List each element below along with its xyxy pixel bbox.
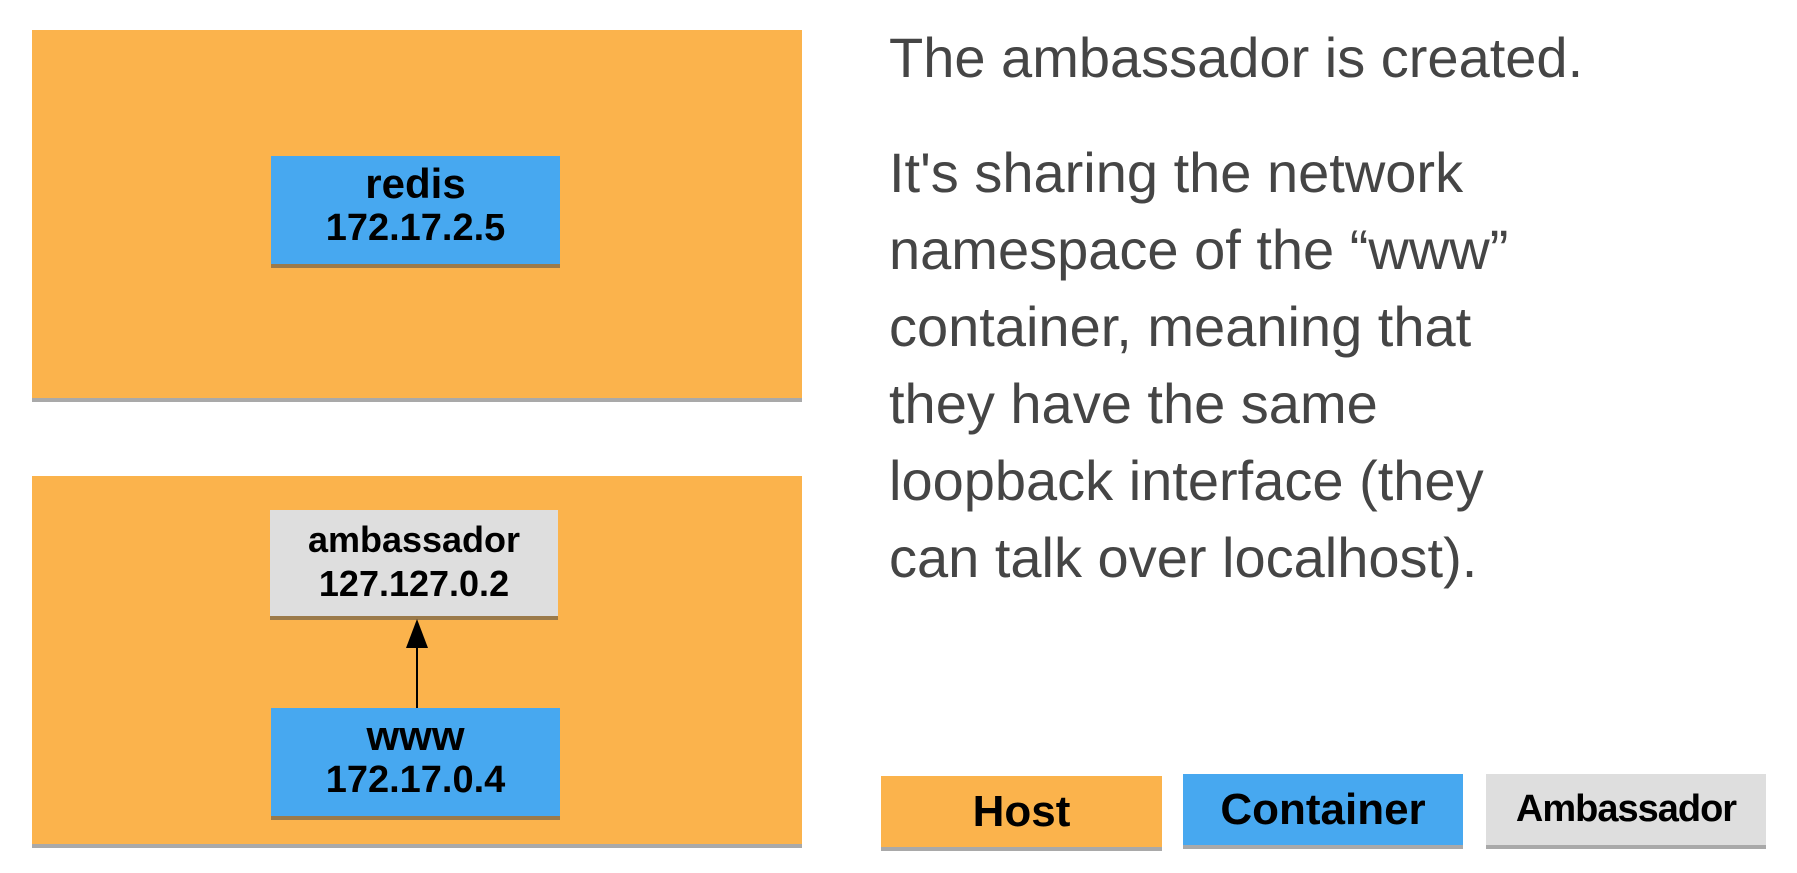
redis-name: redis xyxy=(365,160,466,207)
ambassador-name: ambassador xyxy=(307,519,521,560)
www-ip: 172.17.0.4 xyxy=(325,759,506,801)
legend-host: Host xyxy=(881,776,1162,847)
ambassador-container: ambassador 127.127.0.2 xyxy=(270,510,558,616)
www-container: www 172.17.0.4 xyxy=(271,708,560,816)
legend-container: Container xyxy=(1183,774,1463,845)
description-line: container, meaning that xyxy=(889,295,1472,358)
www-name: www xyxy=(366,712,465,759)
description-body: It's sharing the network namespace of th… xyxy=(889,134,1508,596)
description-line: can talk over localhost). xyxy=(889,526,1478,589)
redis-ip: 172.17.2.5 xyxy=(325,207,506,249)
description-line: namespace of the “www” xyxy=(889,218,1509,281)
description-heading: The ambassador is created. xyxy=(889,26,1584,89)
arrow-head xyxy=(406,619,428,648)
description-line: loopback interface (they xyxy=(889,449,1484,512)
description-line: they have the same xyxy=(889,372,1378,435)
ambassador-ip: 127.127.0.2 xyxy=(318,563,510,604)
legend-ambassador: Ambassador xyxy=(1486,774,1766,845)
redis-container: redis 172.17.2.5 xyxy=(271,156,560,264)
description-line: It's sharing the network xyxy=(889,141,1464,204)
